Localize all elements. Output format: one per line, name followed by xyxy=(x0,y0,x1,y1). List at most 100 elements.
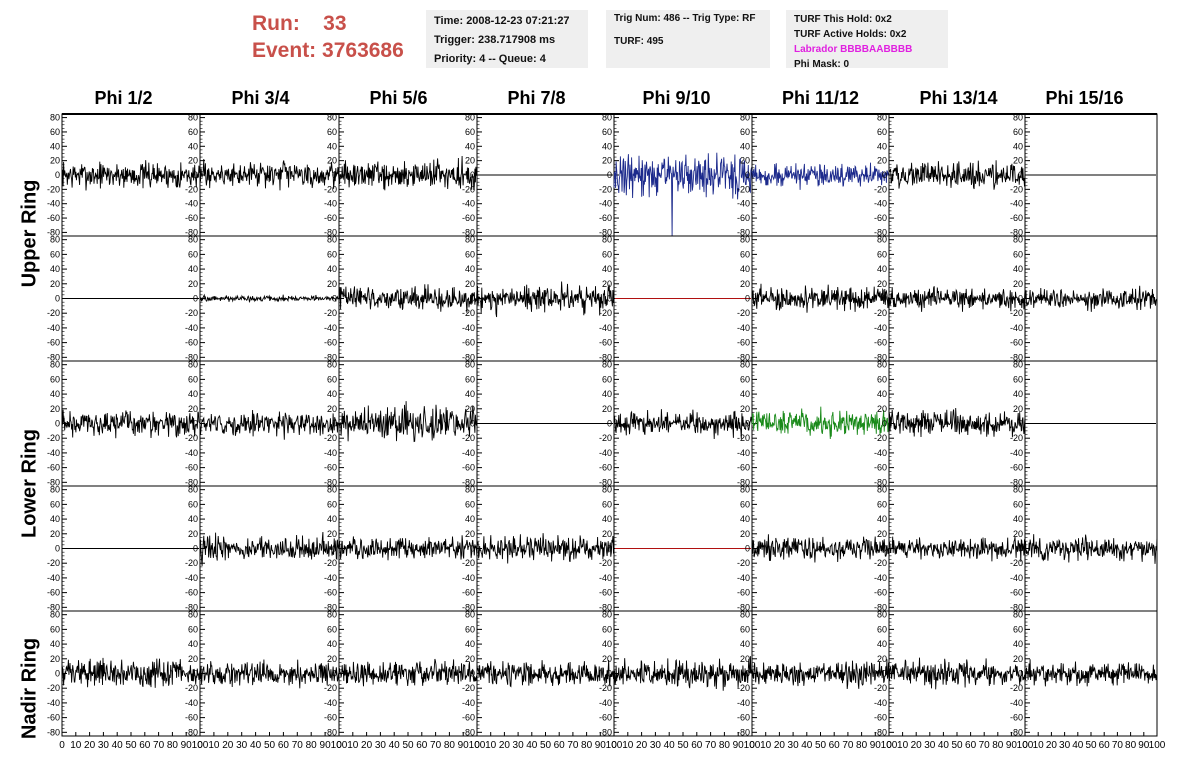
y-tick-label: -40 xyxy=(737,573,750,583)
y-tick-label: 40 xyxy=(188,141,198,151)
y-tick-label: 40 xyxy=(602,639,612,649)
y-tick-label: -80 xyxy=(47,727,60,737)
y-tick-label: 0 xyxy=(607,419,612,429)
y-tick-label: -20 xyxy=(874,184,887,194)
x-tick-label: 60 xyxy=(278,740,290,751)
x-tick-label: 30 xyxy=(236,740,248,751)
y-tick-label: -60 xyxy=(47,213,60,223)
y-tick-label: -60 xyxy=(1010,338,1023,348)
x-tick-label: 50 xyxy=(264,740,276,751)
y-tick-label: -40 xyxy=(737,323,750,333)
x-tick-label: 100 xyxy=(881,740,898,751)
x-tick-label: 40 xyxy=(250,740,262,751)
y-tick-label: -80 xyxy=(462,227,475,237)
run-value: 33 xyxy=(323,12,347,35)
y-tick-label: -80 xyxy=(599,352,612,362)
x-tick-label: 30 xyxy=(375,740,387,751)
waveform-trace xyxy=(199,659,340,689)
y-tick-label: 40 xyxy=(50,264,60,274)
y-tick-label: -60 xyxy=(462,588,475,598)
y-tick-label: 20 xyxy=(465,529,475,539)
y-tick-label: 0 xyxy=(55,170,60,180)
y-tick-label: -80 xyxy=(874,602,887,612)
y-tick-label: 40 xyxy=(465,389,475,399)
x-tick-label: 20 xyxy=(911,740,923,751)
panel-r1-c7: 80 60 40 20 0 -20 -40 -60 -80 xyxy=(1010,235,1158,362)
y-tick-label: -80 xyxy=(737,727,750,737)
y-tick-label: 40 xyxy=(327,264,337,274)
x-tick-label: 30 xyxy=(788,740,800,751)
y-tick-label: 60 xyxy=(50,624,60,634)
column-header-phi-15-16: Phi 15/16 xyxy=(1045,88,1124,108)
y-tick-label: -20 xyxy=(324,558,337,568)
y-tick-label: 0 xyxy=(332,544,337,554)
y-tick-label: -80 xyxy=(874,352,887,362)
run-row: Run: 33 xyxy=(252,10,404,37)
y-tick-label: -60 xyxy=(737,588,750,598)
waveform-trace xyxy=(199,409,340,440)
y-tick-label: 20 xyxy=(740,529,750,539)
y-tick-label: 20 xyxy=(50,654,60,664)
x-tick-label: 70 xyxy=(430,740,442,751)
waveform-trace xyxy=(888,160,1026,190)
panel-r2-c6: 80 60 40 20 0 -20 -40 -60 -80 xyxy=(874,360,1026,487)
y-tick-label: 20 xyxy=(188,529,198,539)
x-tick-label: 0 xyxy=(197,740,203,751)
panel-r2-c2: 80 60 40 20 0 -20 -40 -60 -80 xyxy=(324,360,478,487)
y-tick-label: -80 xyxy=(324,602,337,612)
x-tick-label: 40 xyxy=(1072,740,1084,751)
panel-r2-c5: 80 60 40 20 0 -20 -40 -60 -80 xyxy=(737,360,890,487)
y-tick-label: -40 xyxy=(599,199,612,209)
x-tick-label: 70 xyxy=(292,740,304,751)
x-tick-label: 50 xyxy=(125,740,137,751)
y-tick-label: 80 xyxy=(327,485,337,495)
y-tick-label: 80 xyxy=(740,113,750,123)
y-tick-label: 40 xyxy=(1013,264,1023,274)
waveform-trace xyxy=(338,658,478,687)
x-tick-label: 20 xyxy=(1046,740,1058,751)
y-tick-label: 0 xyxy=(193,419,198,429)
event-label: Event: xyxy=(252,39,317,62)
panel-r1-c5: 80 60 40 20 0 -20 -40 -60 -80 xyxy=(737,235,890,362)
y-tick-label: 20 xyxy=(740,279,750,289)
y-tick-label: 60 xyxy=(877,249,887,259)
y-tick-label: 60 xyxy=(602,249,612,259)
column-header-phi-11-12: Phi 11/12 xyxy=(781,88,860,108)
y-tick-label: -20 xyxy=(47,558,60,568)
y-tick-label: 40 xyxy=(188,514,198,524)
y-tick-label: 80 xyxy=(50,610,60,620)
y-tick-label: 40 xyxy=(188,639,198,649)
y-tick-label: -40 xyxy=(462,573,475,583)
y-tick-label: -60 xyxy=(324,213,337,223)
y-tick-label: 60 xyxy=(50,249,60,259)
y-tick-label: -80 xyxy=(1010,727,1023,737)
y-tick-label: -60 xyxy=(599,463,612,473)
y-tick-label: -40 xyxy=(185,698,198,708)
x-tick-label: 40 xyxy=(389,740,401,751)
y-tick-label: -20 xyxy=(324,433,337,443)
panel-r3-c5: 80 60 40 20 0 -20 -40 -60 -80 xyxy=(737,485,890,612)
x-tick-label: 0 xyxy=(886,740,892,751)
x-tick-label: 100 xyxy=(331,740,348,751)
x-tick-label: 60 xyxy=(829,740,841,751)
y-tick-label: 20 xyxy=(188,404,198,414)
y-tick-label: -40 xyxy=(1010,573,1023,583)
y-tick-label: 80 xyxy=(877,235,887,245)
turf-active-holds-text: TURF Active Holds: 0x2 xyxy=(794,29,907,40)
waveform-trace xyxy=(476,533,615,564)
y-tick-label: -60 xyxy=(462,463,475,473)
panel-r1-c2: 80 60 40 20 0 -20 -40 -60 -80 xyxy=(324,235,478,362)
y-tick-label: 80 xyxy=(602,360,612,370)
y-tick-label: 40 xyxy=(188,389,198,399)
y-tick-label: 40 xyxy=(50,141,60,151)
y-tick-label: 80 xyxy=(740,360,750,370)
y-tick-label: -40 xyxy=(599,323,612,333)
y-tick-label: 20 xyxy=(327,654,337,664)
y-tick-label: 40 xyxy=(188,264,198,274)
waveform-trace xyxy=(476,659,615,688)
y-tick-label: 0 xyxy=(470,544,475,554)
labrador-text: Labrador BBBBAABBBB xyxy=(794,44,913,55)
y-tick-label: 0 xyxy=(607,294,612,304)
